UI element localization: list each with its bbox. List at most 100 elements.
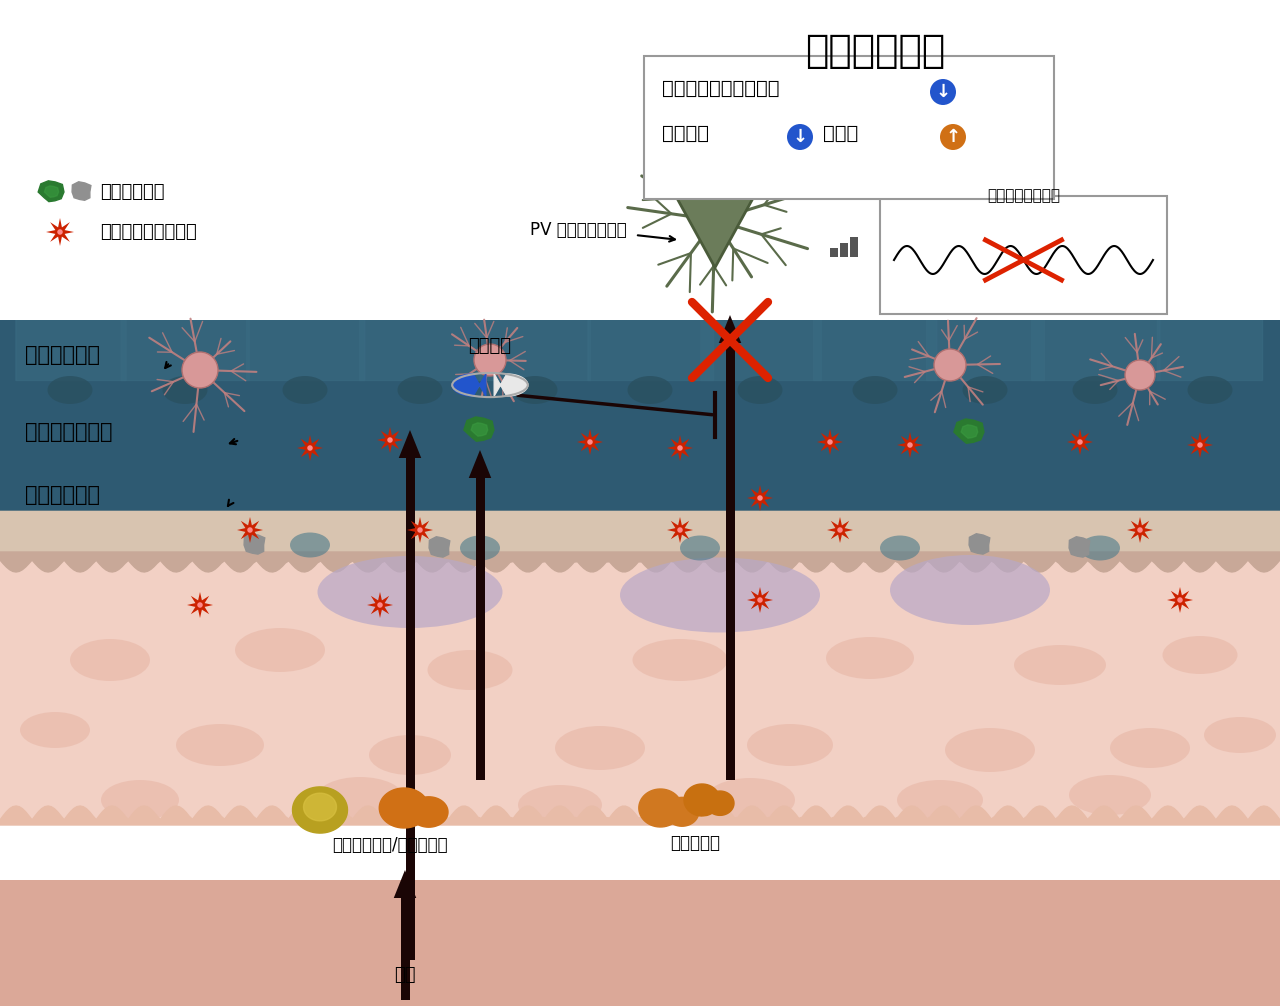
Polygon shape bbox=[72, 182, 91, 200]
Circle shape bbox=[588, 440, 593, 445]
Polygon shape bbox=[187, 592, 212, 618]
Polygon shape bbox=[410, 797, 448, 827]
Text: 作業記憶: 作業記憶 bbox=[662, 124, 709, 143]
Text: 抗炎症剤: 抗炎症剤 bbox=[468, 337, 512, 355]
Ellipse shape bbox=[1073, 376, 1117, 404]
Bar bbox=[401, 898, 410, 1000]
Circle shape bbox=[197, 603, 202, 608]
Circle shape bbox=[931, 79, 956, 105]
Ellipse shape bbox=[1162, 636, 1238, 674]
Polygon shape bbox=[672, 190, 758, 268]
Ellipse shape bbox=[748, 724, 833, 766]
Ellipse shape bbox=[556, 726, 645, 770]
Polygon shape bbox=[667, 517, 692, 543]
Ellipse shape bbox=[680, 535, 719, 560]
Polygon shape bbox=[367, 592, 393, 618]
FancyBboxPatch shape bbox=[644, 56, 1053, 199]
Circle shape bbox=[182, 352, 218, 388]
Ellipse shape bbox=[283, 376, 328, 404]
Bar bbox=[0, 320, 1280, 510]
Circle shape bbox=[1125, 360, 1155, 390]
Ellipse shape bbox=[236, 628, 325, 672]
Circle shape bbox=[417, 527, 422, 533]
Ellipse shape bbox=[627, 376, 672, 404]
Polygon shape bbox=[827, 517, 852, 543]
Ellipse shape bbox=[1188, 376, 1233, 404]
Ellipse shape bbox=[398, 376, 443, 404]
Polygon shape bbox=[471, 423, 488, 437]
Polygon shape bbox=[748, 586, 773, 613]
Bar bbox=[0, 560, 1280, 820]
Polygon shape bbox=[969, 534, 989, 554]
Circle shape bbox=[677, 446, 682, 451]
Polygon shape bbox=[399, 430, 421, 458]
Polygon shape bbox=[684, 784, 719, 816]
Circle shape bbox=[247, 527, 252, 533]
Circle shape bbox=[1078, 440, 1083, 445]
Ellipse shape bbox=[460, 535, 500, 560]
Polygon shape bbox=[244, 534, 265, 554]
Polygon shape bbox=[494, 374, 527, 396]
Bar bbox=[840, 243, 849, 257]
Bar bbox=[0, 0, 1280, 320]
Ellipse shape bbox=[945, 728, 1036, 772]
Ellipse shape bbox=[47, 376, 92, 404]
Polygon shape bbox=[954, 418, 984, 444]
Polygon shape bbox=[817, 429, 844, 455]
Ellipse shape bbox=[1204, 717, 1276, 753]
Ellipse shape bbox=[1069, 775, 1151, 815]
Text: PV 陽性ニューロン: PV 陽性ニューロン bbox=[530, 221, 627, 239]
Circle shape bbox=[1137, 527, 1143, 533]
Ellipse shape bbox=[705, 778, 795, 822]
Ellipse shape bbox=[1110, 728, 1190, 768]
Ellipse shape bbox=[316, 777, 404, 819]
Ellipse shape bbox=[890, 555, 1050, 625]
Bar bbox=[850, 237, 858, 257]
Polygon shape bbox=[707, 791, 733, 815]
Polygon shape bbox=[897, 432, 923, 458]
Polygon shape bbox=[1068, 429, 1093, 455]
Text: ↓: ↓ bbox=[936, 83, 951, 101]
Ellipse shape bbox=[101, 780, 179, 820]
Ellipse shape bbox=[737, 376, 782, 404]
Ellipse shape bbox=[852, 376, 897, 404]
Circle shape bbox=[474, 344, 506, 376]
Circle shape bbox=[1178, 598, 1183, 603]
Text: 感覚ゲーティング機能: 感覚ゲーティング機能 bbox=[662, 78, 780, 98]
Polygon shape bbox=[45, 186, 59, 197]
Text: ミクログリア: ミクログリア bbox=[26, 345, 100, 365]
Ellipse shape bbox=[826, 637, 914, 679]
Ellipse shape bbox=[428, 650, 512, 690]
Circle shape bbox=[677, 527, 682, 533]
Ellipse shape bbox=[1080, 535, 1120, 560]
Ellipse shape bbox=[963, 376, 1007, 404]
Text: グルコース: グルコース bbox=[669, 834, 719, 852]
Polygon shape bbox=[303, 793, 337, 821]
Ellipse shape bbox=[620, 557, 820, 633]
Bar bbox=[726, 343, 735, 780]
Text: ↑: ↑ bbox=[946, 128, 960, 146]
Polygon shape bbox=[961, 425, 978, 439]
Text: 砂糖: 砂糖 bbox=[394, 966, 416, 984]
Circle shape bbox=[388, 438, 393, 443]
Ellipse shape bbox=[70, 639, 150, 681]
Ellipse shape bbox=[163, 376, 207, 404]
Ellipse shape bbox=[369, 735, 451, 775]
Polygon shape bbox=[429, 537, 449, 557]
Polygon shape bbox=[577, 429, 603, 455]
Circle shape bbox=[940, 124, 966, 150]
Ellipse shape bbox=[632, 639, 727, 681]
Polygon shape bbox=[666, 798, 699, 826]
Polygon shape bbox=[237, 517, 262, 543]
Ellipse shape bbox=[881, 535, 920, 560]
Polygon shape bbox=[379, 788, 429, 828]
Circle shape bbox=[787, 124, 813, 150]
Ellipse shape bbox=[20, 712, 90, 748]
Text: ↓: ↓ bbox=[792, 128, 808, 146]
Polygon shape bbox=[46, 218, 74, 246]
Circle shape bbox=[758, 495, 763, 501]
Polygon shape bbox=[1069, 537, 1089, 557]
Circle shape bbox=[1197, 443, 1203, 448]
Polygon shape bbox=[1167, 586, 1193, 613]
Bar bbox=[0, 880, 1280, 1006]
